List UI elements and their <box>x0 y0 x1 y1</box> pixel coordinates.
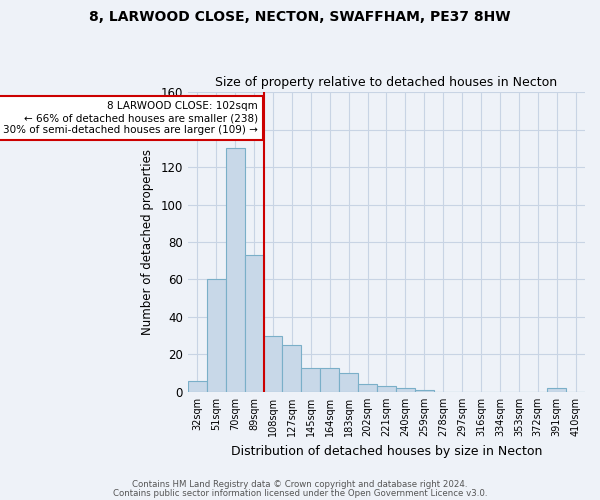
Bar <box>245 255 263 392</box>
Bar <box>188 380 207 392</box>
Text: Contains HM Land Registry data © Crown copyright and database right 2024.: Contains HM Land Registry data © Crown c… <box>132 480 468 489</box>
Bar <box>358 384 377 392</box>
Bar <box>320 368 339 392</box>
Bar <box>377 386 396 392</box>
Bar <box>263 336 283 392</box>
Bar <box>547 388 566 392</box>
Bar <box>396 388 415 392</box>
Bar <box>283 345 301 392</box>
Bar <box>339 373 358 392</box>
Text: 8 LARWOOD CLOSE: 102sqm
← 66% of detached houses are smaller (238)
30% of semi-d: 8 LARWOOD CLOSE: 102sqm ← 66% of detache… <box>3 102 258 134</box>
X-axis label: Distribution of detached houses by size in Necton: Distribution of detached houses by size … <box>231 444 542 458</box>
Bar <box>415 390 434 392</box>
Bar <box>301 368 320 392</box>
Y-axis label: Number of detached properties: Number of detached properties <box>141 149 154 335</box>
Bar <box>226 148 245 392</box>
Text: Contains public sector information licensed under the Open Government Licence v3: Contains public sector information licen… <box>113 490 487 498</box>
Title: Size of property relative to detached houses in Necton: Size of property relative to detached ho… <box>215 76 557 90</box>
Bar <box>207 280 226 392</box>
Text: 8, LARWOOD CLOSE, NECTON, SWAFFHAM, PE37 8HW: 8, LARWOOD CLOSE, NECTON, SWAFFHAM, PE37… <box>89 10 511 24</box>
